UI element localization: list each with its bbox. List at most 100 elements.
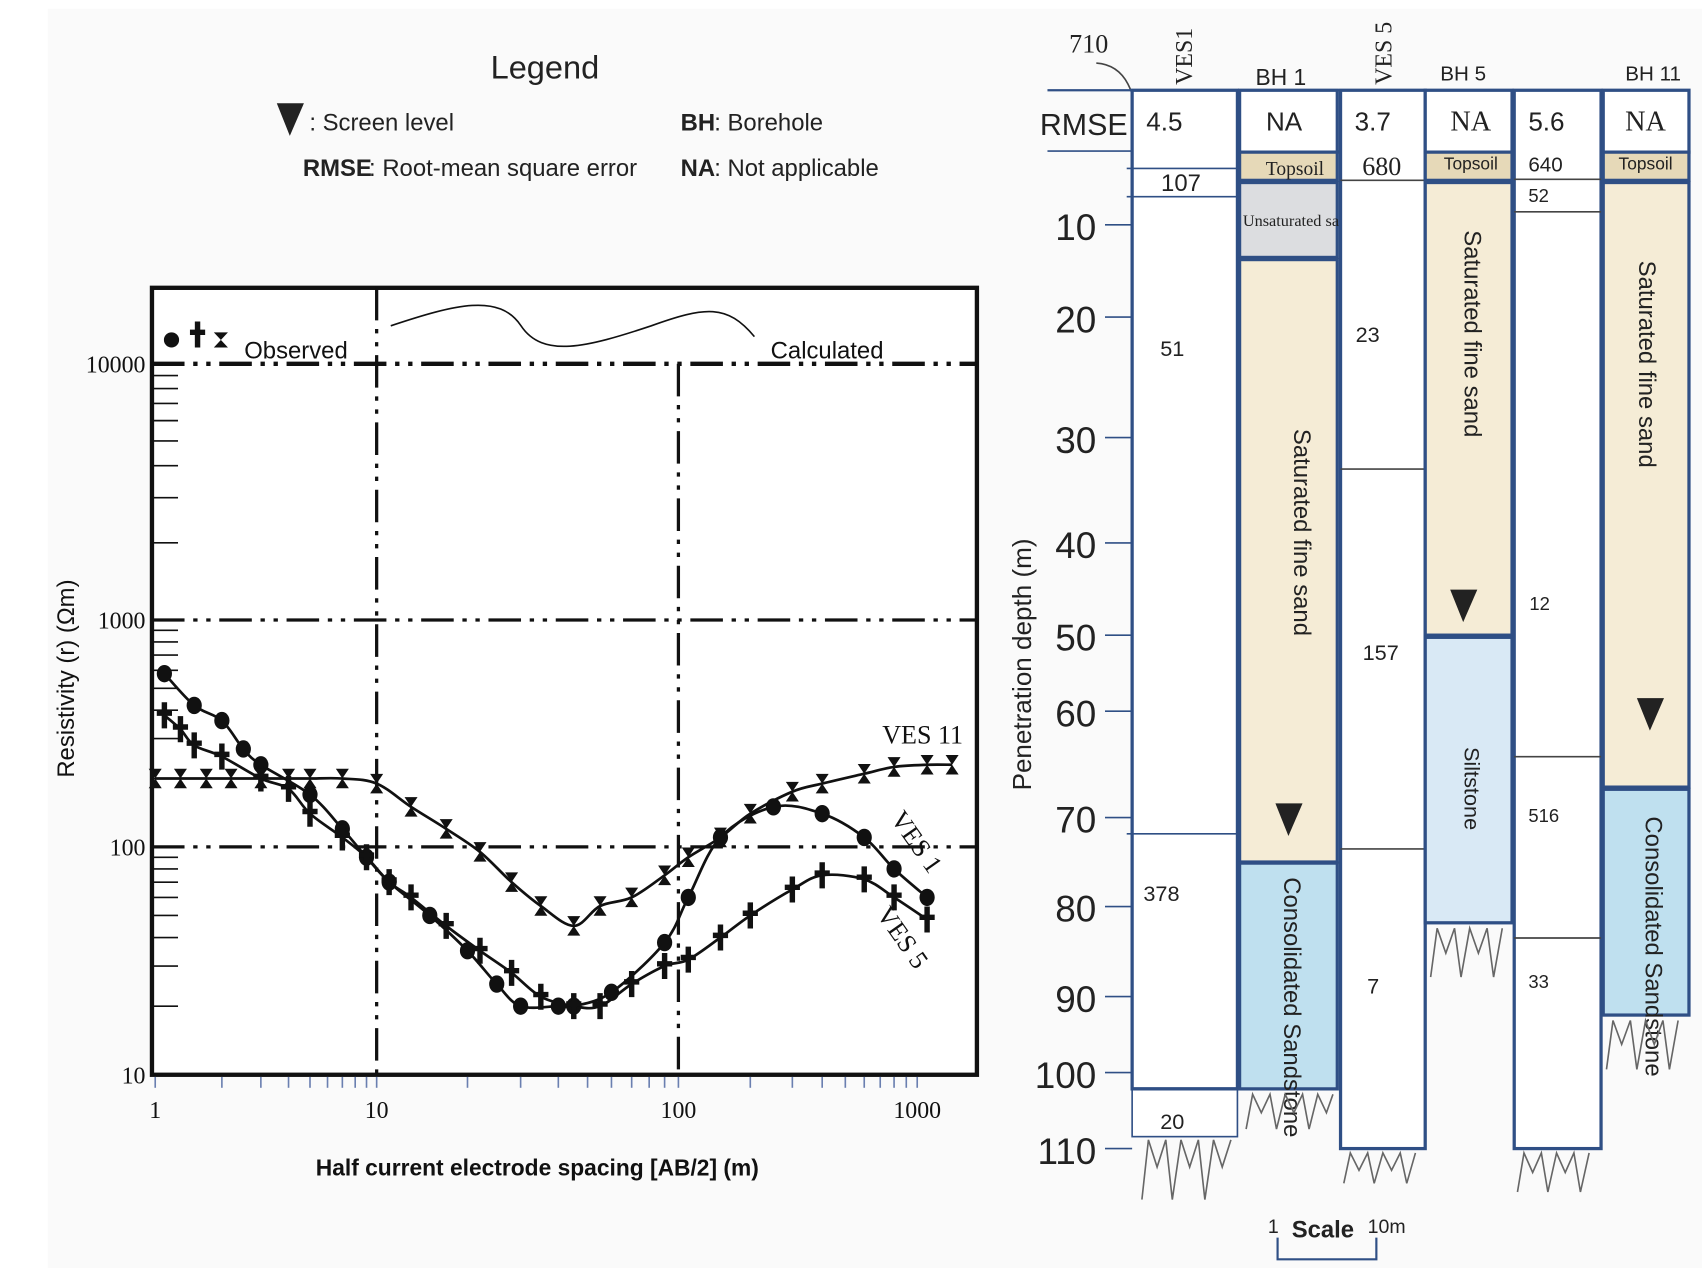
layer-siltstone bbox=[1423, 635, 1514, 925]
rmse-bh1: NA bbox=[1266, 106, 1303, 136]
legend-screen-level: : Screen level bbox=[309, 109, 454, 136]
rmse-bh11: NA bbox=[1625, 106, 1666, 137]
observed-point-circle bbox=[214, 711, 230, 730]
layer-consolidated-sandstone bbox=[1601, 787, 1691, 1017]
depth-tick-label: 90 bbox=[1055, 979, 1096, 1020]
depth-tick-label: 50 bbox=[1055, 617, 1096, 658]
layer-consolidated-sandstone bbox=[1237, 861, 1339, 1091]
column-ves1: 4.5 107 51 378 20 bbox=[1126, 88, 1241, 1200]
y-tick-label: 100 bbox=[110, 836, 146, 862]
bedrock-hatch bbox=[1343, 1150, 1417, 1184]
rmse-ves5: 3.7 bbox=[1355, 106, 1391, 136]
observed-point-cross bbox=[381, 869, 397, 896]
ves11-value: 52 bbox=[1528, 185, 1549, 206]
rmse-ves11: 5.6 bbox=[1528, 106, 1564, 136]
observed-cross-icon bbox=[189, 321, 206, 348]
column-bh1: NA Topsoil Unsaturated sand Saturated fi… bbox=[1237, 88, 1355, 1137]
observed-point-hourglass bbox=[335, 768, 349, 789]
layer-label: Unsaturated sand bbox=[1243, 211, 1355, 230]
col-header-ves5: VES 5 bbox=[1372, 22, 1398, 85]
observed-point-hourglass bbox=[534, 896, 548, 916]
observed-point-cross bbox=[472, 937, 488, 964]
depth-tick-label: 30 bbox=[1055, 420, 1096, 461]
observed-point-cross bbox=[712, 924, 729, 951]
layer-unsaturated-sand bbox=[1237, 180, 1339, 260]
observed-point-cross bbox=[302, 800, 318, 827]
layer-label: Topsoil bbox=[1266, 159, 1325, 180]
ves11-value: 12 bbox=[1529, 593, 1550, 614]
observed-point-cross bbox=[358, 844, 375, 871]
layer-label: Saturated fine sand bbox=[1458, 230, 1485, 437]
column-bh11: NA Topsoil Saturated fine sand Consolida… bbox=[1601, 88, 1691, 1077]
bedrock-hatch bbox=[1516, 1150, 1590, 1193]
column-ves11: 5.6 640 52 12 516 33 bbox=[1512, 88, 1603, 1193]
plot-frame bbox=[149, 285, 980, 1077]
observed-point-hourglass bbox=[887, 757, 901, 777]
observed-point-cross bbox=[657, 952, 673, 980]
calculated-curve-ves-11 bbox=[155, 763, 953, 928]
col-header-bh5: BH 5 bbox=[1440, 62, 1486, 85]
depth-tick-label: 10 bbox=[1055, 207, 1096, 248]
layer-label: Consolidated Sandstone bbox=[1640, 816, 1667, 1076]
ves11-value: 640 bbox=[1528, 154, 1562, 177]
bedrock-hatch bbox=[1605, 1017, 1679, 1070]
layer-topsoil bbox=[1601, 150, 1691, 182]
observed-point-hourglass bbox=[370, 773, 384, 794]
observed-point-cross bbox=[886, 884, 902, 911]
screen-level-icon bbox=[1275, 803, 1303, 836]
series-label: VES 11 bbox=[882, 721, 963, 750]
observed-point-cross bbox=[438, 912, 454, 939]
scale-right: 10m bbox=[1368, 1216, 1406, 1238]
layer-topsoil bbox=[1237, 150, 1339, 182]
observed-point-circle bbox=[186, 696, 202, 715]
layer-topsoil bbox=[1423, 150, 1514, 182]
legend: Legend : Screen level BH : Borehole RMSE… bbox=[276, 49, 879, 182]
y-axis-label: Resistivity (r) (Ωm) bbox=[53, 579, 80, 777]
layer-label: Consolidated Sandstone bbox=[1278, 877, 1305, 1137]
observed-point-circle bbox=[459, 942, 476, 960]
observed-point-cross bbox=[566, 993, 582, 1020]
observed-point-circle bbox=[657, 933, 673, 952]
observed-point-cross bbox=[592, 993, 608, 1020]
legend-na-key: NA bbox=[681, 155, 715, 182]
col-header-ves1: VES1 bbox=[1172, 28, 1198, 85]
ves1-value: 107 bbox=[1161, 170, 1201, 197]
borehole-logs: Penetration depth (m) RMSE 710 10 20 30 40 5… bbox=[1007, 22, 1691, 1261]
legend-observed: Observed bbox=[244, 337, 348, 364]
layer-saturated-fine-sand bbox=[1601, 180, 1691, 789]
observed-point-cross bbox=[680, 946, 696, 973]
bedrock-hatch bbox=[1429, 925, 1504, 978]
ves5-value: 157 bbox=[1363, 640, 1399, 665]
observed-point-circle bbox=[886, 860, 902, 878]
observed-point-circle bbox=[489, 975, 505, 993]
observed-point-cross bbox=[533, 983, 549, 1010]
observed-point-cross bbox=[814, 862, 830, 889]
observed-point-hourglass bbox=[567, 916, 581, 936]
bedrock-hatch bbox=[1141, 1139, 1232, 1200]
column-bh5: NA Topsoil Saturated fine sand Siltstone bbox=[1423, 88, 1514, 978]
calculated-line-icon bbox=[390, 304, 756, 348]
screen-level-icon bbox=[276, 103, 304, 136]
scale-bar: 1 Scale 10m bbox=[1268, 1216, 1406, 1261]
observed-point-hourglass bbox=[148, 768, 162, 789]
observed-point-circle bbox=[422, 906, 438, 925]
depth-axis-label: Penetration depth (m) bbox=[1007, 538, 1037, 790]
observed-point-cross bbox=[624, 971, 640, 998]
x-tick-label: 1 bbox=[149, 1098, 161, 1124]
column-ves5: 3.7 680 23 157 7 bbox=[1338, 88, 1427, 1184]
observed-circle-icon bbox=[163, 332, 180, 348]
observed-point-cross bbox=[919, 906, 935, 933]
x-axis-label: Half current electrode spacing [AB/2] (m… bbox=[316, 1155, 759, 1181]
ves1-value: 378 bbox=[1143, 881, 1179, 906]
observed-point-cross bbox=[186, 732, 202, 759]
layer-label: Saturated fine sand bbox=[1633, 261, 1660, 468]
ves1-value: 51 bbox=[1160, 336, 1184, 361]
depth-tick-label: 80 bbox=[1055, 889, 1096, 930]
depth-tick-label: 100 bbox=[1035, 1055, 1097, 1096]
observed-point-cross bbox=[172, 716, 189, 743]
ves5-value: 7 bbox=[1367, 973, 1379, 998]
legend-rmse-key: RMSE bbox=[303, 155, 372, 182]
observed-point-cross bbox=[403, 884, 419, 911]
observed-point-hourglass bbox=[173, 768, 187, 789]
observed-point-circle bbox=[712, 828, 729, 847]
